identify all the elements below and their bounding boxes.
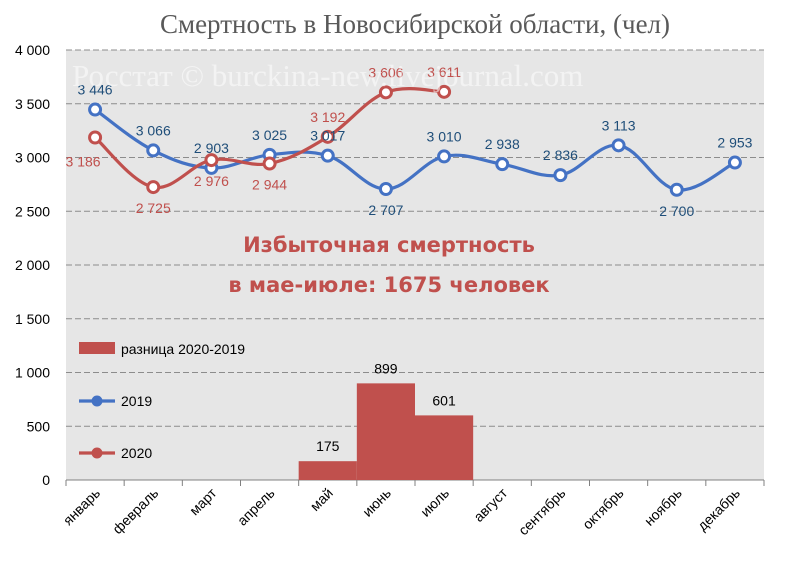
- data-point-2019: [495, 157, 510, 172]
- line-data-label: 3 113: [602, 117, 636, 133]
- legend-swatch-marker: [91, 395, 103, 407]
- x-tick-label: июль: [417, 485, 452, 520]
- watermark: Росстат © burckina-new.livejournal.com: [72, 58, 583, 93]
- data-point-2019: [669, 182, 684, 197]
- data-point-2019: [437, 149, 452, 164]
- line-data-label: 2 725: [136, 200, 171, 216]
- x-tick-label: апрель: [234, 485, 278, 529]
- line-data-label: 2 707: [368, 202, 403, 218]
- diff-bar: [356, 383, 415, 480]
- line-data-label: 2 836: [543, 147, 578, 163]
- x-tick-label: ноябрь: [641, 485, 685, 529]
- line-data-label: 3 192: [310, 109, 345, 125]
- data-point-2019: [88, 102, 103, 117]
- diff-bar: [415, 415, 474, 480]
- data-point-2020: [88, 130, 103, 145]
- line-data-label: 2 938: [485, 136, 520, 152]
- line-data-label: 3 017: [310, 128, 345, 144]
- data-point-2019: [320, 148, 335, 163]
- x-tick-label: сентябрь: [515, 485, 568, 538]
- line-data-label: 3 066: [136, 122, 171, 138]
- data-point-2019: [146, 143, 161, 158]
- data-point-2019: [553, 168, 568, 183]
- legend-label: 2020: [121, 445, 152, 461]
- chart-title: Смертность в Новосибирской области, (чел…: [160, 9, 670, 39]
- legend: разница 2020-2019 2019 2020: [79, 341, 245, 461]
- line-data-label: 2 903: [194, 140, 229, 156]
- y-tick-label: 1 000: [15, 365, 50, 381]
- x-tick-label: октябрь: [579, 485, 626, 532]
- line-data-label: 3 010: [427, 128, 462, 144]
- x-tick-label: август: [470, 484, 510, 524]
- line-data-label: 2 976: [194, 173, 229, 189]
- line-data-label: 3 186: [66, 154, 101, 170]
- data-point-2020: [437, 84, 452, 99]
- line-data-label: 3 025: [252, 127, 287, 143]
- y-tick-label: 3 500: [15, 96, 50, 112]
- y-tick-label: 2 000: [15, 257, 50, 273]
- y-tick-label: 2 500: [15, 203, 50, 219]
- x-tick-label: март: [186, 484, 220, 518]
- line-data-label: 2 944: [252, 177, 287, 193]
- line-data-label: 2 953: [717, 135, 752, 151]
- diff-bar: [298, 461, 357, 480]
- legend-label: разница 2020-2019: [121, 341, 245, 357]
- data-point-2020: [320, 129, 335, 144]
- data-point-2020: [146, 180, 161, 195]
- y-tick-label: 4 000: [15, 42, 50, 58]
- bar-data-label: 899: [374, 360, 398, 376]
- line-data-label: 2 700: [659, 203, 694, 219]
- x-tick-label: декабрь: [694, 485, 743, 534]
- bar-data-label: 601: [432, 392, 456, 408]
- data-point-2019: [378, 181, 393, 196]
- y-tick-label: 0: [42, 472, 50, 488]
- annotation-line-2: в мае-июле: 1675 человек: [228, 273, 549, 297]
- line-data-label: 3 611: [427, 64, 461, 80]
- y-tick-label: 3 000: [15, 150, 50, 166]
- line-data-label: 3 446: [78, 82, 113, 98]
- x-tick-label: июнь: [359, 485, 394, 520]
- line-data-label: 3 606: [368, 64, 403, 80]
- y-tick-label: 500: [27, 418, 51, 434]
- x-tick-label: февраль: [109, 485, 161, 537]
- data-point-2019: [727, 155, 742, 170]
- data-point-2020: [378, 85, 393, 100]
- legend-label: 2019: [121, 393, 152, 409]
- annotation-line-1: Избыточная смертность: [243, 233, 535, 257]
- y-tick-label: 1 500: [15, 311, 50, 327]
- legend-swatch-bar: [79, 342, 115, 354]
- data-point-2020: [262, 156, 277, 171]
- data-point-2019: [611, 138, 626, 153]
- x-tick-label: май: [307, 485, 336, 514]
- x-tick-label: январь: [60, 485, 103, 528]
- data-point-2020: [204, 153, 219, 168]
- bar-data-label: 175: [316, 438, 340, 454]
- legend-swatch-marker: [91, 447, 103, 459]
